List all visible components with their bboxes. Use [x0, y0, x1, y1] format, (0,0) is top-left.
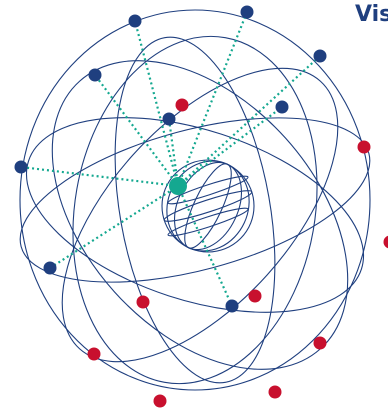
hidden-satellite	[314, 337, 327, 350]
visible-satellite	[163, 113, 176, 126]
hidden-satellite	[137, 296, 150, 309]
diagram-title-fragment: Vis	[355, 2, 388, 27]
sightline	[50, 186, 178, 268]
visible-satellite	[89, 69, 102, 82]
hidden-satellite	[88, 348, 101, 361]
hidden-satellite	[384, 236, 388, 249]
hidden-satellites	[88, 99, 388, 408]
visible-satellite	[15, 161, 28, 174]
receiver-dot	[169, 177, 187, 195]
visible-satellite	[44, 262, 57, 275]
visible-satellite	[314, 50, 327, 63]
visible-satellite	[226, 300, 239, 313]
sightline	[95, 75, 178, 186]
hidden-satellite	[358, 141, 371, 154]
earth-globe	[152, 147, 263, 264]
sightline	[21, 167, 178, 186]
visible-satellite	[241, 6, 254, 19]
hidden-satellite	[269, 386, 282, 399]
hidden-satellite	[176, 99, 189, 112]
hidden-satellite	[249, 290, 262, 303]
visible-satellite	[129, 15, 142, 28]
hidden-satellite	[154, 395, 167, 408]
visible-satellite	[276, 101, 289, 114]
